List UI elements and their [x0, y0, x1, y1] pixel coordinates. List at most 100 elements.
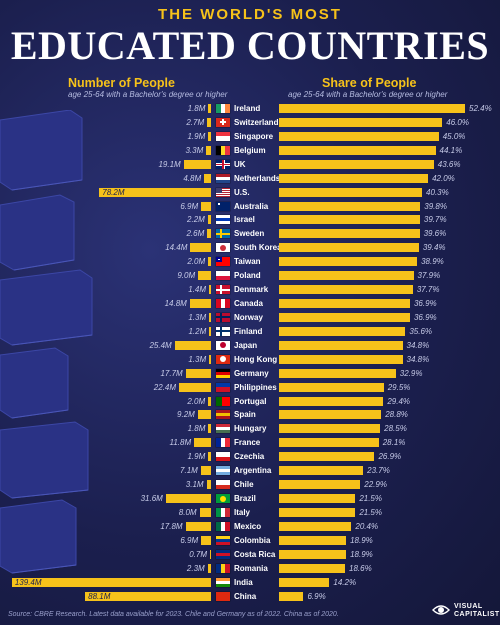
logo-text: VISUAL CAPITALIST: [454, 603, 500, 619]
left-bar-switzerland: [207, 117, 211, 127]
right-bar-ireland: [279, 104, 465, 113]
right-value-label: 52.4%: [469, 104, 492, 113]
flag-switzerland-icon: [216, 117, 230, 127]
left-panel-subtitle: age 25-64 with a Bachelor's degree or hi…: [68, 90, 228, 99]
right-value-label: 18.6%: [349, 563, 372, 573]
country-label: Costa Rica: [234, 549, 276, 559]
country-label: Switzerland: [234, 117, 279, 127]
right-bar-czechia: [279, 452, 375, 462]
left-value-label: 1.8M: [187, 104, 206, 113]
right-value-label: 37.9%: [417, 271, 441, 281]
right-bar-germany: [279, 368, 396, 378]
flag-u-s-icon: [216, 187, 230, 197]
country-label: China: [234, 591, 257, 601]
right-value-label: 34.8%: [406, 340, 430, 350]
page-title: EDUCATED COUNTRIES: [10, 23, 490, 68]
flag-spain-icon: [216, 410, 230, 420]
right-bar-south-korea: [279, 243, 419, 253]
left-value-label: 1.8M: [187, 424, 206, 434]
left-bar-czechia: [208, 452, 211, 462]
country-label: Italy: [234, 507, 251, 517]
flag-ireland-icon: [216, 104, 230, 113]
left-value-label: 9.0M: [177, 271, 196, 281]
left-bar-japan: [174, 340, 211, 350]
left-bar-belgium: [206, 145, 211, 155]
left-bar-finland: [209, 326, 211, 336]
left-bar-u-s: [99, 187, 211, 197]
right-value-label: 40.3%: [426, 187, 449, 197]
flag-japan-icon: [216, 340, 230, 350]
right-bar-costa-rica: [279, 549, 347, 559]
left-value-label: 6.9M: [180, 201, 199, 211]
left-value-label: 0.7M: [189, 549, 207, 559]
left-value-label: 88.1M: [88, 591, 111, 601]
flag-romania-icon: [216, 563, 230, 573]
flag-brazil-icon: [216, 494, 230, 504]
left-bar-singapore: [208, 131, 211, 141]
left-bar-taiwan: [208, 257, 211, 267]
right-value-label: 43.6%: [437, 159, 461, 169]
country-label: Colombia: [234, 535, 271, 545]
flag-colombia-icon: [216, 535, 230, 545]
left-value-label: 2.6M: [186, 229, 205, 239]
right-bar-hungary: [279, 424, 381, 434]
books-illustration: [0, 110, 93, 574]
right-value-label: 36.9%: [413, 299, 437, 309]
country-label: Portugal: [234, 396, 267, 406]
right-bar-singapore: [279, 131, 439, 141]
flag-canada-icon: [216, 299, 230, 309]
left-value-label: 2.3M: [186, 563, 205, 573]
flag-france-icon: [216, 438, 230, 448]
right-bar-uk: [279, 159, 434, 169]
left-value-label: 11.8M: [169, 438, 192, 448]
left-bar-south-korea: [190, 243, 211, 253]
country-label: Japan: [234, 340, 258, 350]
logo-text-line-2: CAPITALIST: [454, 611, 500, 618]
left-value-label: 2.2M: [187, 215, 205, 225]
left-value-label: 78.2M: [102, 187, 125, 197]
country-label: Ireland: [234, 104, 261, 113]
right-bar-france: [279, 438, 379, 448]
left-value-label: 1.9M: [187, 131, 206, 141]
left-value-label: 31.6M: [140, 494, 163, 504]
flag-hong-kong-icon: [216, 354, 230, 364]
country-label: Hungary: [234, 424, 267, 434]
right-value-label: 20.4%: [355, 521, 379, 531]
right-value-label: 38.9%: [421, 257, 444, 267]
country-label: Czechia: [234, 452, 265, 462]
right-value-label: 44.1%: [439, 145, 463, 155]
left-value-label: 1.2M: [188, 326, 207, 336]
flag-italy-icon: [216, 507, 230, 517]
right-bar-china: [279, 591, 304, 601]
flag-sweden-icon: [216, 229, 230, 239]
right-value-label: 37.7%: [416, 285, 440, 295]
left-bar-ireland: [208, 104, 211, 113]
left-value-label: 3.3M: [185, 145, 204, 155]
country-label: Belgium: [234, 145, 266, 155]
visual-capitalist-logo: VISUAL CAPITALIST: [432, 601, 500, 621]
right-value-label: 39.4%: [422, 243, 446, 253]
left-bar-australia: [201, 201, 211, 211]
flag-china-icon: [216, 591, 230, 601]
left-value-label: 7.1M: [180, 466, 198, 476]
right-bar-belgium: [279, 145, 436, 155]
right-value-label: 42.0%: [432, 173, 455, 183]
flag-czechia-icon: [216, 452, 230, 462]
left-bar-costa-rica: [210, 549, 211, 559]
right-bar-philippines: [279, 382, 384, 392]
right-bar-netherlands: [279, 173, 429, 183]
country-label: Netherlands: [234, 173, 281, 183]
country-label: Hong Kong: [234, 354, 278, 364]
left-bar-poland: [198, 271, 211, 281]
left-value-label: 4.8M: [183, 173, 202, 183]
right-value-label: 26.9%: [378, 452, 402, 462]
flag-netherlands-icon: [216, 173, 230, 183]
flag-argentina-icon: [216, 466, 230, 476]
left-bar-italy: [199, 507, 211, 517]
left-value-label: 2.0M: [187, 396, 206, 406]
right-bar-chile: [279, 480, 361, 490]
left-bar-sweden: [207, 229, 211, 239]
right-value-label: 34.8%: [406, 354, 430, 364]
country-label: Poland: [234, 271, 261, 281]
